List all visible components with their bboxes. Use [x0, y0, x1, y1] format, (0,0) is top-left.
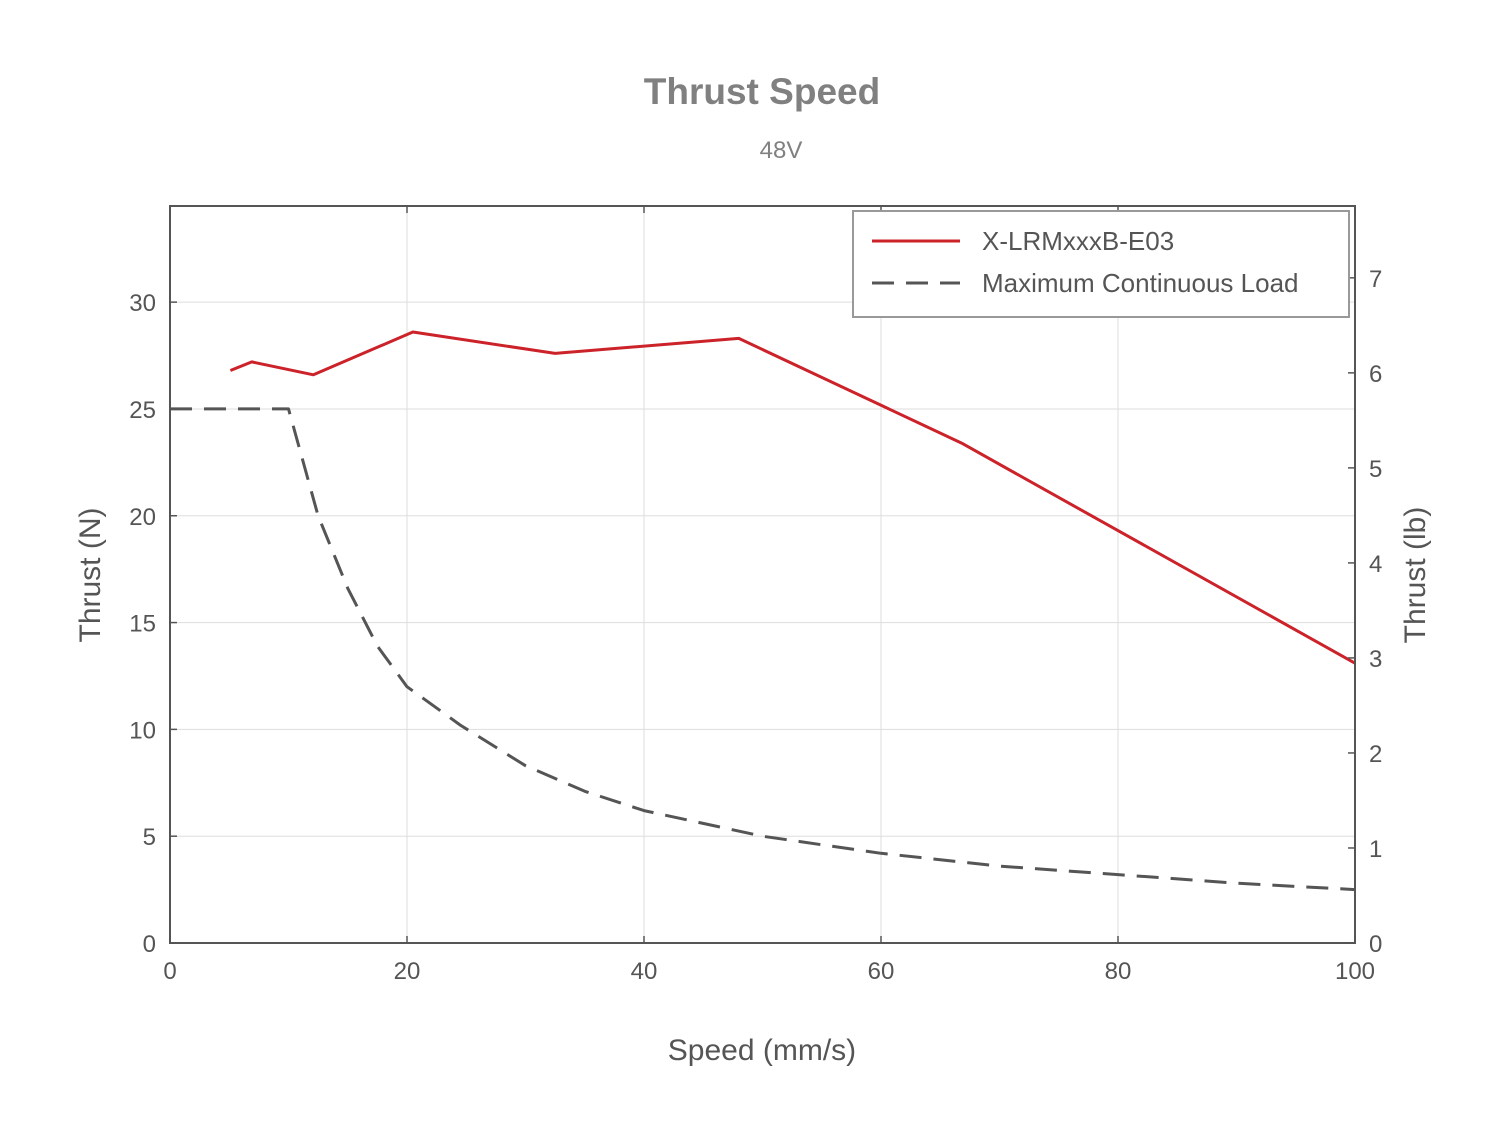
y2-tick-label: 1 [1369, 836, 1382, 863]
x-axis-label: Speed (mm/s) [668, 1034, 856, 1067]
y-tick-label: 15 [129, 611, 156, 638]
x-tick-label: 0 [163, 958, 176, 985]
y2-tick-label: 6 [1369, 361, 1382, 388]
series-line-x-lrm [229, 330, 1356, 665]
y-tick-label: 0 [143, 931, 156, 958]
legend-box [852, 210, 1350, 318]
series-line-max-load [170, 407, 1356, 892]
y-tick-label: 20 [129, 504, 156, 531]
chart-title: Thrust Speed [644, 71, 880, 112]
y-tick-label: 10 [129, 717, 156, 744]
chart-subtitle: 48V [760, 137, 803, 164]
x-tick-label: 100 [1335, 958, 1375, 985]
plot-frame [169, 205, 1356, 944]
y2-tick-label: 4 [1369, 551, 1382, 578]
legend: X-LRMxxxB-E03 Maximum Continuous Load [852, 210, 1350, 318]
x-tick-label: 60 [868, 958, 895, 985]
y2-tick-label: 2 [1369, 741, 1382, 768]
y2-tick-label: 0 [1369, 931, 1382, 958]
y2-axis-label: Thrust (lb) [1399, 507, 1432, 644]
y2-tick-label: 5 [1369, 456, 1382, 483]
y2-tick-label: 3 [1369, 646, 1382, 673]
y-tick-label: 5 [143, 824, 156, 851]
y-axis-label: Thrust (N) [74, 508, 107, 643]
y2-tick-label: 7 [1369, 266, 1382, 293]
legend-label-max-load: Maximum Continuous Load [982, 268, 1299, 298]
legend-label-x-lrm: X-LRMxxxB-E03 [982, 226, 1174, 256]
x-tick-label: 80 [1105, 958, 1132, 985]
plot-area [170, 330, 1356, 892]
y-tick-label: 30 [129, 290, 156, 317]
x-tick-label: 20 [394, 958, 421, 985]
y-tick-label: 25 [129, 397, 156, 424]
x-tick-label: 40 [631, 958, 658, 985]
